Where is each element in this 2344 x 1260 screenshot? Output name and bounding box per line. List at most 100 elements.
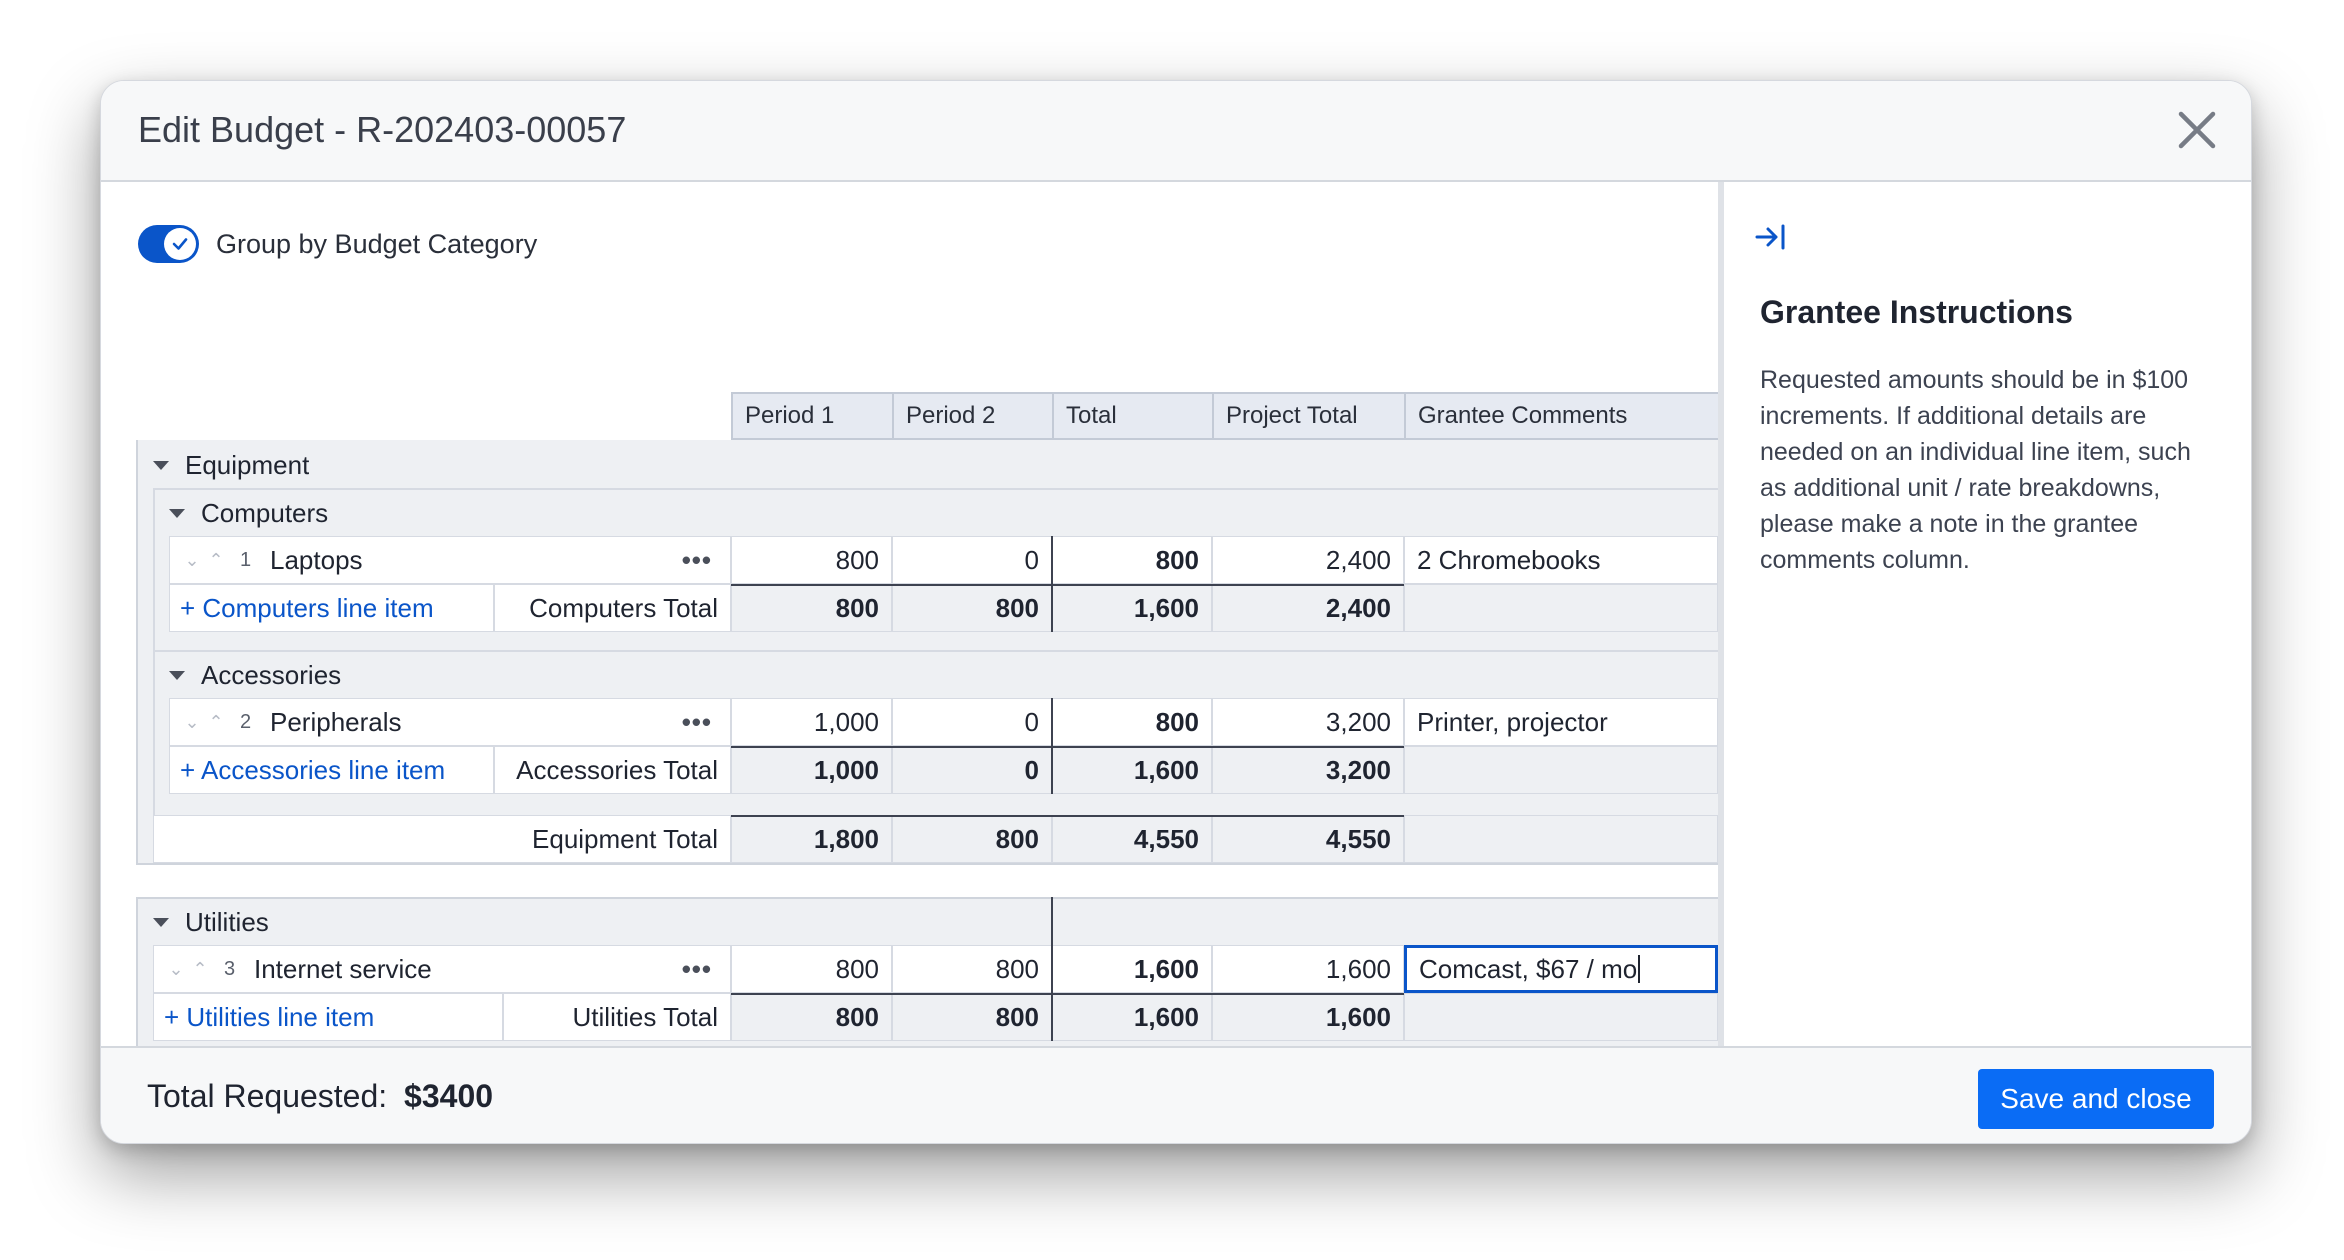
instructions-body: Requested amounts should be in $100 incr… xyxy=(1760,366,2191,574)
grantee-comment-input[interactable]: Printer, projector xyxy=(1404,698,1718,746)
period-1-input[interactable]: 800 xyxy=(731,536,892,584)
add-computers-line-item-link[interactable]: + Computers line item xyxy=(169,584,494,632)
text-cursor xyxy=(1638,955,1641,983)
column-header-period-2: Period 2 xyxy=(892,392,1052,440)
caret-down-icon xyxy=(153,460,169,470)
total-requested-label: Total Requested: xyxy=(147,1078,388,1114)
computers-total-project-total: 2,400 xyxy=(1212,584,1404,632)
column-header-period-1: Period 1 xyxy=(731,392,892,440)
more-options-icon[interactable]: ••• xyxy=(681,544,712,575)
divider xyxy=(1051,698,1053,794)
utilities-total-total: 1,600 xyxy=(1052,993,1212,1041)
accessories-label: Accessories xyxy=(201,659,342,690)
equipment-total-period-1: 1,800 xyxy=(731,815,892,863)
project-total-input[interactable]: 3,200 xyxy=(1212,698,1404,746)
period-2-input[interactable]: 0 xyxy=(892,698,1052,746)
divider xyxy=(1051,536,1053,632)
equipment-label: Equipment xyxy=(185,449,310,480)
line-item-row: ⌄ ⌃ 3 Internet service ••• xyxy=(153,945,731,993)
grantee-comment-input-active[interactable]: Comcast, $67 / mo xyxy=(1404,945,1718,993)
computers-total-label: Computers Total xyxy=(494,584,731,632)
grantee-comment-value: Comcast, $67 / mo xyxy=(1419,953,1638,984)
utilities-total-project-total: 1,600 xyxy=(1212,993,1404,1041)
caret-down-icon xyxy=(169,670,185,680)
group-toggle-row: Group by Budget Category xyxy=(138,224,537,264)
modal-footer: Total Requested: $3400 Save and close xyxy=(101,1046,2251,1143)
column-header-project-total: Project Total xyxy=(1212,392,1404,440)
equipment-total-project-total: 4,550 xyxy=(1212,815,1404,863)
more-options-icon[interactable]: ••• xyxy=(681,706,712,737)
utilities-total-label: Utilities Total xyxy=(503,993,731,1041)
column-header-grantee-comments: Grantee Comments xyxy=(1404,392,1718,440)
computers-total-period-2: 800 xyxy=(892,584,1052,632)
utilities-total-period-2: 800 xyxy=(892,993,1052,1041)
collapse-panel-icon[interactable] xyxy=(1754,220,1788,254)
period-1-input[interactable]: 800 xyxy=(731,945,892,993)
line-item-name[interactable]: Internet service xyxy=(254,953,432,984)
period-2-input[interactable]: 800 xyxy=(892,945,1052,993)
add-accessories-line-item-link[interactable]: + Accessories line item xyxy=(169,746,494,794)
accessories-total-period-2: 0 xyxy=(892,746,1052,794)
caret-down-icon xyxy=(169,508,185,518)
line-item-row: ⌄ ⌃ 2 Peripherals ••• xyxy=(169,698,731,746)
column-header-total: Total xyxy=(1052,392,1212,440)
modal-header: Edit Budget - R-202403-00057 xyxy=(101,81,2251,182)
budget-main: Group by Budget Category Period 1 Period… xyxy=(101,182,1718,1046)
period-2-input[interactable]: 0 xyxy=(892,536,1052,584)
total-requested-value: $3400 xyxy=(404,1078,494,1114)
close-icon[interactable] xyxy=(2173,106,2221,154)
check-icon xyxy=(164,228,196,260)
utilities-header[interactable]: Utilities xyxy=(153,899,269,945)
modal-title: Edit Budget - R-202403-00057 xyxy=(138,109,627,150)
period-1-input[interactable]: 1,000 xyxy=(731,698,892,746)
group-by-category-toggle[interactable] xyxy=(138,225,199,263)
accessories-total-comment xyxy=(1404,746,1718,794)
more-options-icon[interactable]: ••• xyxy=(681,953,712,984)
line-item-number: 1 xyxy=(240,548,252,571)
instructions-panel: Grantee Instructions Requested amounts s… xyxy=(1718,182,2251,1046)
equipment-total-period-2: 800 xyxy=(892,815,1052,863)
line-item-row: ⌄ ⌃ 1 Laptops ••• xyxy=(169,536,731,584)
project-total-input[interactable]: 2,400 xyxy=(1212,536,1404,584)
line-item-number: 2 xyxy=(240,710,252,733)
accessories-total-total: 1,600 xyxy=(1052,746,1212,794)
divider xyxy=(731,746,1404,748)
line-item-name[interactable]: Peripherals xyxy=(270,706,402,737)
computers-label: Computers xyxy=(201,497,329,528)
grantee-comment-input[interactable]: 2 Chromebooks xyxy=(1404,536,1718,584)
edit-budget-modal: Edit Budget - R-202403-00057 Group by Bu… xyxy=(100,80,2252,1144)
utilities-total-comment xyxy=(1404,993,1718,1041)
caret-down-icon xyxy=(153,917,169,927)
equipment-total-total: 4,550 xyxy=(1052,815,1212,863)
chevron-down-icon[interactable]: ⌄ xyxy=(184,549,200,570)
chevron-down-icon[interactable]: ⌄ xyxy=(168,958,184,979)
row-total: 800 xyxy=(1052,536,1212,584)
computers-header[interactable]: Computers xyxy=(169,490,328,536)
chevron-down-icon[interactable]: ⌄ xyxy=(184,711,200,732)
equipment-total-label: Equipment Total xyxy=(153,815,731,863)
accessories-total-project-total: 3,200 xyxy=(1212,746,1404,794)
accessories-header[interactable]: Accessories xyxy=(169,652,341,698)
computers-total-total: 1,600 xyxy=(1052,584,1212,632)
accessories-total-period-1: 1,000 xyxy=(731,746,892,794)
chevron-up-icon[interactable]: ⌃ xyxy=(192,958,208,979)
add-utilities-line-item-link[interactable]: + Utilities line item xyxy=(153,993,503,1041)
divider xyxy=(731,584,1404,586)
divider xyxy=(731,993,1404,995)
equipment-header[interactable]: Equipment xyxy=(153,442,309,488)
utilities-total-period-1: 800 xyxy=(731,993,892,1041)
toggle-label: Group by Budget Category xyxy=(216,228,538,259)
project-total-input[interactable]: 1,600 xyxy=(1212,945,1404,993)
accessories-total-label: Accessories Total xyxy=(494,746,731,794)
equipment-total-comment xyxy=(1404,815,1718,863)
total-requested: Total Requested: $3400 xyxy=(147,1078,493,1115)
divider xyxy=(1051,897,1053,1041)
instructions-title: Grantee Instructions xyxy=(1760,294,2073,330)
divider xyxy=(731,815,1404,817)
chevron-up-icon[interactable]: ⌃ xyxy=(208,549,224,570)
computers-total-period-1: 800 xyxy=(731,584,892,632)
line-item-number: 3 xyxy=(224,957,236,980)
chevron-up-icon[interactable]: ⌃ xyxy=(208,711,224,732)
save-and-close-button[interactable]: Save and close xyxy=(1978,1069,2214,1129)
line-item-name[interactable]: Laptops xyxy=(270,544,363,575)
